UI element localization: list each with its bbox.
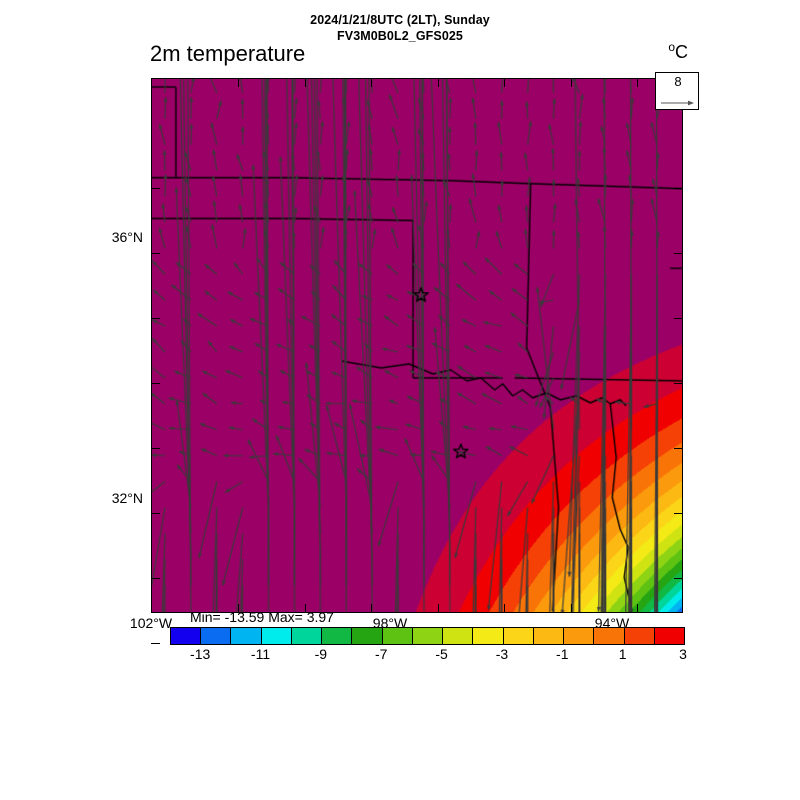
degree-symbol: o [668,40,675,54]
colorbar-swatch[interactable] [624,628,655,644]
colorbar-swatch[interactable] [654,628,684,644]
latitude-tick-mark [151,253,160,255]
header-model-line: FV3M0B0L2_GFS025 [337,29,463,43]
latitude-tick-mark [674,513,683,515]
colorbar-swatch[interactable] [291,628,323,644]
colorbar-swatch[interactable] [564,628,595,644]
wind-key-value: 8 [674,74,682,89]
longitude-tick-mark [504,78,506,87]
longitude-tick-mark [305,604,307,613]
latitude-tick-label: 32°N [111,490,143,506]
colorbar-tick-label: -3 [495,646,509,662]
longitude-tick-mark [571,604,573,613]
colorbar-tick-label: -5 [435,646,448,662]
latitude-tick-mark [151,318,160,320]
latitude-tick-mark [674,188,683,190]
colorbar[interactable] [170,627,685,645]
page-title: 2m temperature [150,41,306,66]
latitude-tick-label: 36°N [111,229,143,245]
latitude-tick-mark [151,448,160,450]
colorbar-swatch[interactable] [261,628,292,644]
latitude-tick-mark [674,253,683,255]
colorbar-swatch[interactable] [473,628,504,644]
colorbar-tick-label: 1 [618,646,627,662]
colorbar-swatch[interactable] [171,628,202,644]
colorbar-swatch[interactable] [443,628,474,644]
min-max-annotation: Min= -13.59 Max= 3.97 [190,609,334,625]
longitude-tick-mark [438,604,440,613]
colorbar-swatch[interactable] [594,628,625,644]
longitude-tick-label: 102°W [129,615,173,631]
longitude-tick-mark [238,604,240,613]
longitude-tick-mark [371,78,373,87]
latitude-tick-mark [674,578,683,580]
wind-vector-arrow-icon [661,100,694,106]
colorbar-tick-label: -13 [190,646,211,662]
header-date-line: 2024/1/21/8UTC (2LT), Sunday [310,13,490,27]
latitude-tick-mark [151,383,160,385]
longitude-tick-mark [438,78,440,87]
latitude-tick-mark [674,448,683,450]
longitude-tick-mark [305,78,307,87]
longitude-tick-mark [238,78,240,87]
colorbar-swatch[interactable] [231,628,262,644]
colorbar-swatch[interactable] [201,628,232,644]
colorbar-ticks: -13 -11 -9 -7 -5 -3 -1 1 3 [170,646,687,666]
latitude-tick-mark [151,513,160,515]
colorbar-swatch[interactable] [322,628,353,644]
longitude-tick-mark [637,78,639,87]
colorbar-tick-label: -7 [375,646,388,662]
colorbar-tick-label: -1 [556,646,569,662]
colorbar-tick-label: -11 [250,646,271,662]
colorbar-swatch[interactable] [503,628,534,644]
colorbar-swatch[interactable] [412,628,444,644]
wind-vector-key: 8 [655,72,699,110]
colorbar-swatch[interactable] [352,628,383,644]
colorbar-tick-label: 3 [679,646,687,662]
latitude-tick-mark [151,188,160,190]
longitude-tick-mark [571,78,573,87]
latitude-tick-mark [151,578,160,580]
unit-letter: C [675,42,688,62]
colorbar-swatch[interactable] [382,628,413,644]
longitude-tick-mark [371,604,373,613]
colorbar-tick-label: -9 [314,646,328,662]
map-plot-area[interactable] [151,78,683,613]
latitude-tick-mark [674,318,683,320]
temperature-heatmap-canvas [152,79,682,612]
unit-label: oC [668,40,688,63]
longitude-tick-mark [504,604,506,613]
colorbar-swatch[interactable] [533,628,565,644]
latitude-tick-mark [151,643,160,645]
longitude-tick-mark [637,604,639,613]
latitude-tick-mark [674,383,683,385]
